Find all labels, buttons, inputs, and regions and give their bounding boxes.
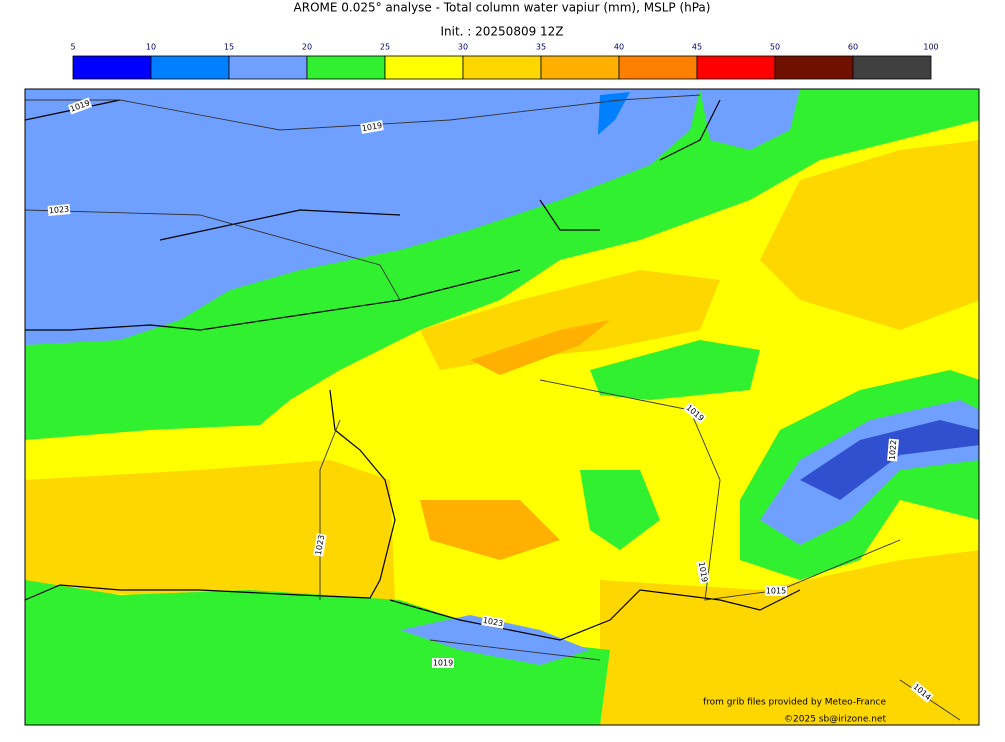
isobar-label-text: 1023: [314, 534, 326, 556]
isobar-label: 1023: [481, 615, 505, 629]
map-frame: [24, 88, 980, 726]
colorbar-segment: [618, 55, 698, 80]
moist-zone-30-35: [600, 550, 979, 725]
dry-zone-15-20: [25, 89, 700, 345]
isobar-label-text: 1019: [697, 561, 709, 583]
colorbar-segment: [540, 55, 620, 80]
isobar-label-text: 1023: [482, 616, 504, 628]
colorbar-tick-label: 15: [224, 43, 234, 52]
isobar-label-text: 1022: [888, 439, 899, 460]
map-title: AROME 0.025° analyse - Total column wate…: [294, 1, 711, 15]
isobar-label: 1015: [765, 586, 787, 596]
isobar-label-bg: [481, 615, 505, 629]
isobar-label-bg: [360, 120, 384, 134]
moist-zone-30-35: [25, 460, 395, 600]
isobar-label: 1023: [47, 204, 71, 216]
moist-zone-35-40: [470, 320, 610, 375]
colorbar-tick-label: 25: [380, 43, 390, 52]
init-time: Init. : 20250809 12Z: [440, 25, 563, 39]
moist-zone-20-25: [25, 580, 610, 725]
isobar-label-bg: [432, 658, 454, 668]
map-area: [25, 89, 979, 725]
pyrenees-dry: [400, 615, 590, 665]
author-credit: ©2025 sb@irizone.net: [784, 715, 886, 725]
colorbar-segment: [696, 55, 776, 80]
colorbar-tick-label: 50: [770, 43, 780, 52]
dry-zone-10-15: [598, 92, 630, 135]
colorbar-tick-label: 40: [614, 43, 624, 52]
colorbar-segment: [462, 55, 542, 80]
moist-zone-20-25: [590, 340, 760, 400]
isobar-label-text: 1019: [433, 659, 453, 668]
isobar-label-bg: [313, 533, 327, 557]
data-credit: from grib files provided by Meteo-France: [703, 698, 886, 708]
colorbar-segment: [384, 55, 464, 80]
isobar-labels: 1019101910231023101910221019101510231019…: [47, 97, 934, 703]
isobar-label-bg: [910, 681, 934, 703]
colorbar-segment: [306, 55, 386, 80]
isobar-label-text: 1019: [361, 121, 383, 133]
colorbar-tick-label: 20: [302, 43, 312, 52]
colorbar-tick-label: 60: [848, 43, 858, 52]
isobar-label-bg: [696, 560, 710, 584]
isobar-label-bg: [887, 438, 899, 462]
isobar-label-bg: [683, 402, 707, 424]
isobar-label-bg: [765, 586, 787, 596]
isobar-label: 1019: [696, 560, 710, 584]
isobar-label: 1019: [432, 658, 454, 668]
moist-zone-30-35: [760, 140, 979, 330]
dry-zone-15-20: [700, 89, 800, 150]
colorbar-segment: [228, 55, 308, 80]
isobar-label: 1023: [313, 533, 327, 557]
colorbar-tick-label: 100: [923, 43, 938, 52]
colorbar-segment: [72, 55, 152, 80]
moist-zone-30-35: [420, 270, 720, 370]
colorbar-tick-label: 45: [692, 43, 702, 52]
colorbar-segment: [852, 55, 932, 80]
moist-zone-20-25: [580, 470, 660, 550]
moist-zone-35-40: [420, 500, 560, 560]
colorbar-tick-label: 30: [458, 43, 468, 52]
isobar-label-bg: [47, 204, 71, 216]
isobar-label: 1019: [360, 120, 384, 134]
colorbar-segment: [150, 55, 230, 80]
colorbar-tick-label: 10: [146, 43, 156, 52]
isobar-label-bg: [67, 97, 93, 115]
isobar-label-text: 1015: [766, 587, 786, 596]
colorbar-tick-label: 35: [536, 43, 546, 52]
colorbar-tick-label: 5: [70, 43, 75, 52]
colorbar: 5 10 15 20 25 30 35 40 45 50 60 100: [70, 43, 939, 80]
isobar-label-text: 1023: [48, 205, 69, 216]
isobar-label: 1022: [887, 438, 899, 462]
colorbar-segment: [774, 55, 854, 80]
